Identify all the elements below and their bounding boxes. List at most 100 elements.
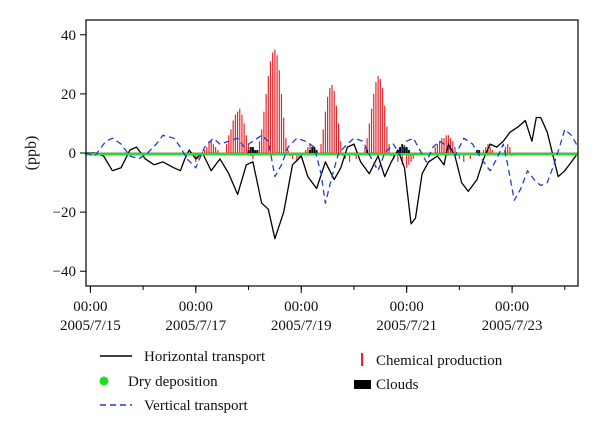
chemical-production-bar: [252, 153, 254, 159]
chemical-production-bar: [272, 52, 274, 154]
legend-label: Vertical transport: [144, 398, 249, 414]
chemical-production-bar: [386, 126, 388, 153]
chemical-production-bar: [214, 147, 217, 153]
chemical-production-bar: [370, 108, 373, 153]
chemical-production-bar: [228, 135, 230, 153]
chemical-production-bar: [309, 144, 311, 153]
chemical-production-bar: [307, 147, 309, 153]
clouds-bar: [478, 150, 481, 153]
chemical-production-bar: [384, 105, 386, 153]
chemical-production-bar: [509, 147, 511, 153]
chemical-production-bar: [322, 129, 324, 153]
legend-swatch-dot: [99, 376, 109, 386]
legend-entry: Vertical transport: [100, 398, 249, 414]
chemical-production-bar: [443, 138, 445, 153]
chemical-production-bar: [230, 129, 232, 153]
chemical-production-bar: [406, 153, 408, 168]
chemical-production-bar: [263, 111, 265, 153]
legend-entry: Horizontal transport: [100, 349, 266, 365]
chemical-production-bar: [368, 123, 370, 153]
legend-label: Clouds: [376, 377, 419, 393]
chemical-production-bar: [439, 141, 441, 153]
chemical-production-bar: [217, 150, 219, 153]
chemical-production-bar: [489, 147, 491, 153]
chemical-production-bar: [239, 108, 241, 153]
clouds-bar: [399, 147, 402, 153]
bar-series: [195, 49, 513, 168]
y-tick-label: 20: [61, 87, 76, 103]
axes: 40 20 0 −20 −40 00:00 2005/7/15 00:00 2005/7/17 0…: [53, 28, 566, 334]
chemical-production-bar: [265, 93, 267, 153]
y-tick-label: 0: [69, 146, 77, 162]
chemical-production-bar: [236, 111, 239, 153]
chemical-production-bar: [410, 153, 412, 162]
chemical-production-bar: [355, 153, 357, 159]
chemical-production-bar: [469, 153, 471, 159]
chemical-production-bar: [296, 153, 298, 162]
clouds-bar: [309, 150, 312, 153]
chemical-production-bar: [274, 49, 276, 153]
x-tick-label-time: 00:00: [73, 299, 107, 315]
legend-label: Dry deposition: [128, 374, 218, 390]
chemical-production-bar: [340, 141, 342, 153]
chemical-production-bar: [287, 150, 289, 153]
chemical-production-bar: [204, 150, 206, 153]
line-series: [84, 116, 580, 240]
clouds-bar: [313, 147, 316, 153]
chemical-production-bar: [258, 141, 261, 153]
clouds-bar: [403, 147, 406, 153]
chemical-production-bar: [225, 144, 228, 153]
clouds-bar: [401, 144, 404, 153]
chemical-production-bar: [441, 138, 443, 153]
x-tick-label-date: 2005/7/15: [60, 318, 121, 334]
chemical-production-bar: [348, 153, 351, 162]
clouds-bar: [249, 147, 252, 153]
chemical-production-bar: [445, 135, 447, 153]
chemical-production-bar: [329, 87, 331, 153]
chemical-production-bar: [327, 96, 329, 153]
y-tick-label: −20: [53, 205, 76, 221]
chemical-production-bar: [331, 85, 333, 153]
chemical-production-bar: [397, 153, 399, 162]
chemical-production-bar: [285, 138, 287, 153]
x-tick-label-date: 2005/7/21: [376, 318, 437, 334]
chemical-production-bar: [208, 141, 210, 153]
clouds-bar: [251, 147, 254, 153]
chemical-production-bar: [206, 147, 208, 153]
chemical-production-bar: [364, 147, 366, 153]
y-tick-label: 40: [61, 28, 76, 44]
clouds-bar: [405, 147, 408, 153]
chemical-production-bar: [243, 123, 245, 153]
chemical-production-bar: [267, 76, 269, 153]
chemical-production-bar: [276, 55, 278, 153]
x-tick-label-time: 00:00: [495, 299, 529, 315]
chemical-production-bar: [298, 153, 300, 159]
chemical-production-bar: [283, 117, 285, 153]
x-tick-label-time: 00:00: [284, 299, 318, 315]
chemical-production-bar: [232, 120, 234, 153]
chemical-production-bar: [333, 90, 335, 153]
x-tick-label-time: 00:00: [179, 299, 213, 315]
clouds-bar: [254, 150, 257, 153]
chemical-production-bar: [450, 138, 452, 153]
chemical-production-bar: [454, 147, 456, 153]
chemical-production-bar: [485, 147, 487, 153]
chemical-production-bar: [335, 105, 337, 153]
chemical-production-bar: [373, 93, 375, 153]
chemical-production-bar: [337, 123, 340, 153]
legend-entry: Dry deposition: [99, 374, 218, 390]
chemical-production-bar: [305, 150, 307, 153]
clouds-bar: [256, 150, 259, 153]
chemical-production-bar: [320, 144, 322, 153]
chemical-production-bar: [458, 153, 460, 159]
clouds-bar: [407, 150, 410, 153]
chemical-production-bar: [375, 82, 377, 153]
clouds-bar: [247, 150, 250, 153]
chemical-production-bar: [381, 87, 384, 153]
chemical-production-bar: [412, 153, 414, 159]
chemical-production-bar: [278, 70, 280, 153]
chemical-production-bar: [507, 144, 509, 153]
chemical-production-bar: [491, 150, 493, 153]
